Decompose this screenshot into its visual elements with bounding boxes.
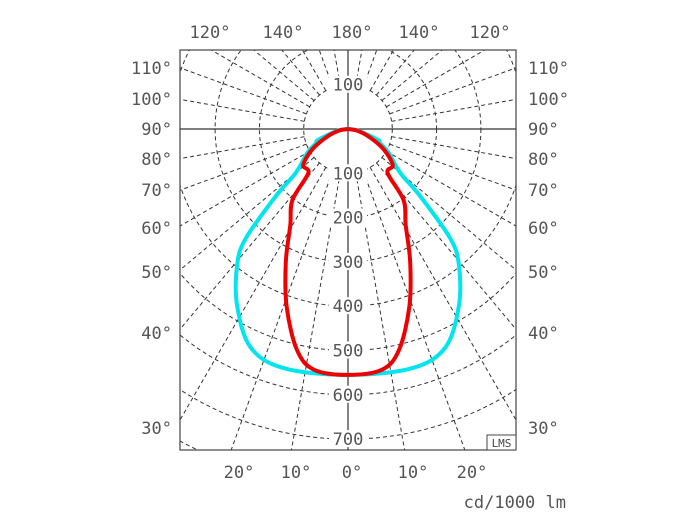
angle-label-left: 30° xyxy=(141,419,172,439)
radial-label-bg xyxy=(329,208,367,226)
radial-label-600: 600 xyxy=(333,386,364,406)
grid-radial-150 xyxy=(369,50,395,91)
angle-label-left: 70° xyxy=(141,181,172,201)
radial-label-700: 700 xyxy=(333,430,364,450)
radial-tick-labels: 100 200 300 400 500 600 700 100 xyxy=(329,75,367,450)
angle-label-left: 80° xyxy=(141,150,172,170)
angle-label-right: 110° xyxy=(528,59,569,79)
radial-label-upper-100: 100 xyxy=(333,76,364,96)
angle-label-left: 60° xyxy=(141,219,172,239)
intensity-curve-red xyxy=(283,127,413,377)
radial-label-300: 300 xyxy=(333,253,364,273)
grid-radial-320 xyxy=(180,162,320,330)
radial-label-200: 200 xyxy=(333,209,364,229)
angle-label-right: 90° xyxy=(528,120,559,140)
angle-label-right: 100° xyxy=(528,90,569,110)
angle-label-right: 60° xyxy=(528,219,559,239)
angle-label-left: 90° xyxy=(141,120,172,140)
grid-radial-220 xyxy=(281,50,320,96)
grid-radial-30 xyxy=(369,167,516,421)
angle-label-bottom-10-right: 10° xyxy=(398,463,429,483)
grid-radial-280 xyxy=(180,136,305,160)
angle-label-bottom-20-left: 20° xyxy=(224,463,255,483)
angle-label-top-140-left: 140° xyxy=(263,23,304,43)
grid-radial-80 xyxy=(391,136,516,160)
radial-label-bg xyxy=(329,385,367,403)
grid-radial-140 xyxy=(376,50,415,96)
grid-radial-10 xyxy=(355,172,406,450)
grid-radial-130 xyxy=(381,50,443,101)
radial-label-100: 100 xyxy=(333,164,364,184)
radial-label-bg xyxy=(329,75,367,93)
unit-label: cd/1000 lm xyxy=(464,493,566,513)
grid-radial-60 xyxy=(386,150,516,227)
angle-label-right: 80° xyxy=(528,150,559,170)
radial-label-500: 500 xyxy=(333,342,364,362)
lms-logo: LMS xyxy=(492,437,512,450)
radial-label-400: 400 xyxy=(333,297,364,317)
radial-label-bg xyxy=(329,430,367,448)
plot-frame xyxy=(179,49,517,451)
radial-label-bg xyxy=(329,252,367,270)
angle-label-bottom-0: 0° xyxy=(342,463,362,483)
angle-label-right: 40° xyxy=(528,324,559,344)
radial-label-bg xyxy=(329,297,367,315)
angle-label-top-140-right: 140° xyxy=(399,23,440,43)
angle-label-right: 70° xyxy=(528,181,559,201)
grid-radial-250 xyxy=(180,67,307,115)
grid-radial-210 xyxy=(301,50,327,91)
angle-label-bottom-20-right: 20° xyxy=(457,463,488,483)
grid-radial-290 xyxy=(180,143,307,191)
grid-radial-70 xyxy=(389,143,516,191)
angle-label-left: 50° xyxy=(141,263,172,283)
grid-radial-110 xyxy=(389,67,516,115)
grid-radial-300 xyxy=(180,150,310,227)
angle-label-top-180: 180° xyxy=(332,23,373,43)
radial-label-bg xyxy=(329,164,367,182)
angle-label-left: 110° xyxy=(131,59,172,79)
angle-label-left: 40° xyxy=(141,324,172,344)
grid-radial-20 xyxy=(362,170,466,450)
grid-ring-800 xyxy=(180,440,516,450)
grid-radial-240 xyxy=(210,50,310,108)
angle-label-right: 50° xyxy=(528,263,559,283)
grid-radial-100 xyxy=(391,98,516,122)
radial-label-bg xyxy=(329,341,367,359)
angle-label-right: 30° xyxy=(528,419,559,439)
angle-label-bottom-10-left: 10° xyxy=(281,463,312,483)
grid-radial-310 xyxy=(180,157,315,271)
grid-radial-340 xyxy=(230,170,334,450)
angle-label-top-120-right: 120° xyxy=(470,23,511,43)
grid-radial-50 xyxy=(381,157,516,271)
angle-label-left: 100° xyxy=(131,90,172,110)
grid-radial-260 xyxy=(180,98,305,122)
grid-radial-160 xyxy=(362,50,378,88)
lms-logo-box xyxy=(486,434,517,451)
grid-radial-200 xyxy=(318,50,334,88)
grid-radial-120 xyxy=(386,50,486,108)
grid-radial-350 xyxy=(290,172,341,450)
angle-label-top-120-left: 120° xyxy=(190,23,231,43)
grid-radial-230 xyxy=(253,50,315,101)
intensity-curves xyxy=(233,127,463,377)
grid-radial-330 xyxy=(180,167,327,421)
grid-radial-40 xyxy=(376,162,516,330)
